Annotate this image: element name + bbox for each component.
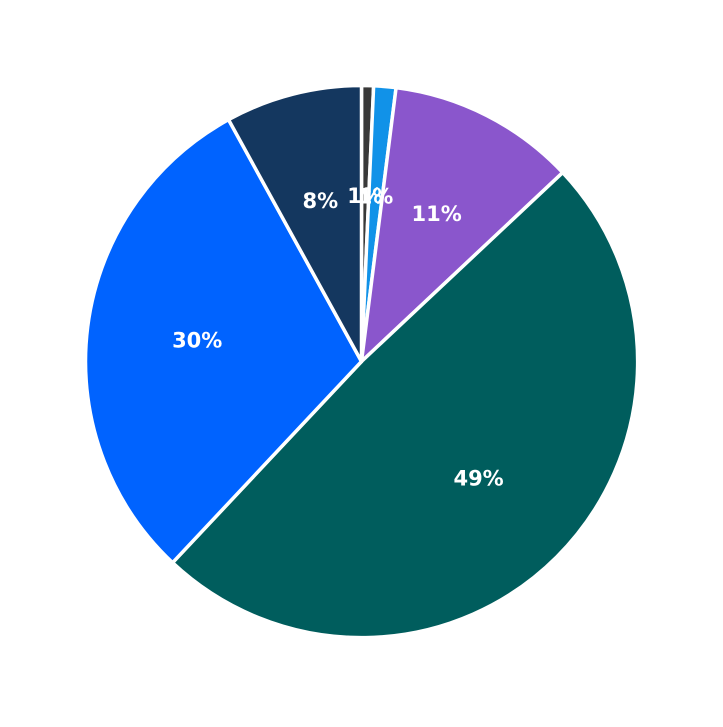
pie-slices	[83, 83, 640, 640]
pie-slice-label-4: 30%	[172, 329, 222, 353]
pie-slice-label-0: 1%	[347, 184, 383, 208]
pie-slice-label-1: 1%	[358, 185, 394, 209]
pie-slice-2	[359, 85, 565, 364]
pie-slice-label-5: 8%	[302, 189, 338, 213]
pie-slice-3	[170, 170, 640, 640]
pie-labels: 1%1% 11% 49% 30% 8%	[172, 184, 504, 491]
pie-slice-label-2: 11%	[412, 202, 462, 226]
pie-slice-label-3: 49%	[453, 467, 503, 491]
pie-slice-4	[83, 117, 364, 565]
pie-slice-5	[226, 83, 364, 364]
